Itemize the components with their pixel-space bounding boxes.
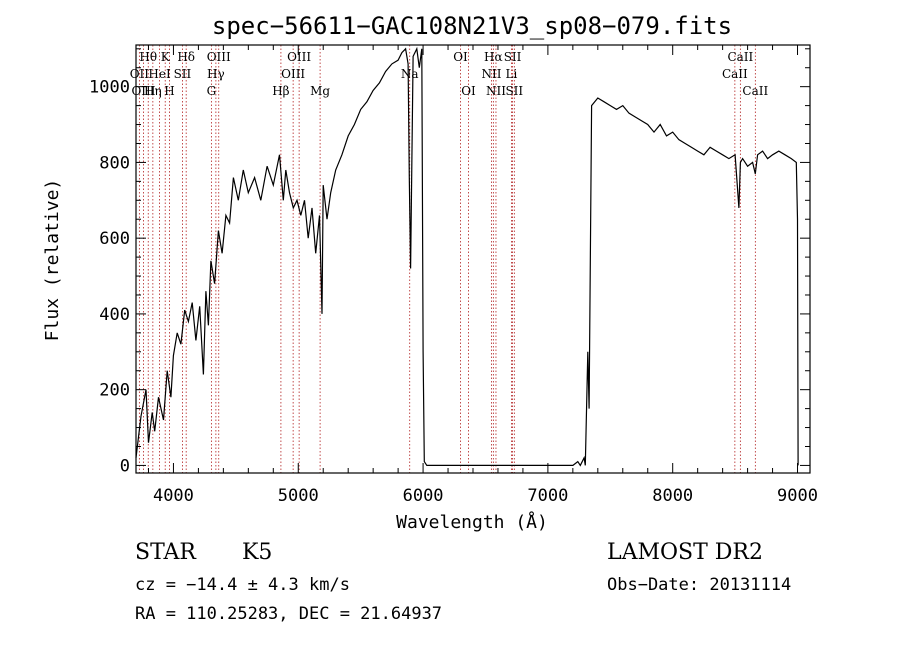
line-label: Mg [310,84,330,98]
object-subclass: K5 [242,540,272,565]
line-label: OII [130,67,150,81]
y-tick-label: 200 [99,381,130,401]
y-tick-label: 800 [99,153,130,173]
line-label: OI [453,50,468,64]
line-label: CaII [727,50,753,64]
line-label: Li [506,67,518,81]
y-tick-label: 400 [99,305,130,325]
line-label: G [207,84,217,98]
line-label: CaII [722,67,748,81]
x-tick-label: 5000 [278,486,319,506]
redshift-text: cz = −14.4 ± 4.3 km/s [135,575,350,595]
line-label: HeI [148,67,171,81]
line-label: Hθ [139,50,157,64]
coordinates-text: RA = 110.25283, DEC = 21.64937 [135,604,442,624]
line-label: SII [504,50,522,64]
y-axis-label: Flux (relative) [42,179,63,342]
line-label: OIII [287,50,311,64]
obs-date: Obs−Date: 20131114 [607,575,791,595]
object-class: STAR [135,540,197,565]
line-label: SII [505,84,523,98]
line-label: OI [461,84,476,98]
survey-label: LAMOST DR2 [607,540,763,565]
y-tick-label: 1000 [89,78,130,98]
y-tick-label: 600 [99,229,130,249]
line-label: CaII [742,84,768,98]
line-label: OIII [131,84,155,98]
line-label: Hη [144,84,162,98]
line-label: Na [401,67,419,81]
line-label: K [161,50,171,64]
line-label: Hα [484,50,503,64]
line-label: H [164,84,174,98]
x-tick-label: 9000 [777,486,818,506]
line-markers [138,45,756,473]
line-label: SII [174,67,192,81]
x-tick-label: 6000 [403,486,444,506]
x-axis: 4000 5000 6000 7000 8000 9000 [147,45,818,506]
x-tick-label: 4000 [153,486,194,506]
y-axis: 0 200 400 600 800 1000 [89,48,810,476]
line-label: Hβ [272,84,289,98]
plot-frame [135,44,811,474]
line-label: NII [481,67,501,81]
line-label: Hγ [207,67,225,81]
y-tick-label: 0 [120,456,130,476]
chart-title: spec−56611−GAC108N21V3_sp08−079.fits [212,12,732,40]
line-label: OIII [207,50,231,64]
x-tick-label: 8000 [652,486,693,506]
x-axis-label: Wavelength (Å) [396,511,548,533]
spectrum-line [135,46,799,467]
x-tick-label: 7000 [527,486,568,506]
line-label: OIII [281,67,305,81]
line-label: NII [486,84,506,98]
line-label: Hδ [177,50,195,64]
